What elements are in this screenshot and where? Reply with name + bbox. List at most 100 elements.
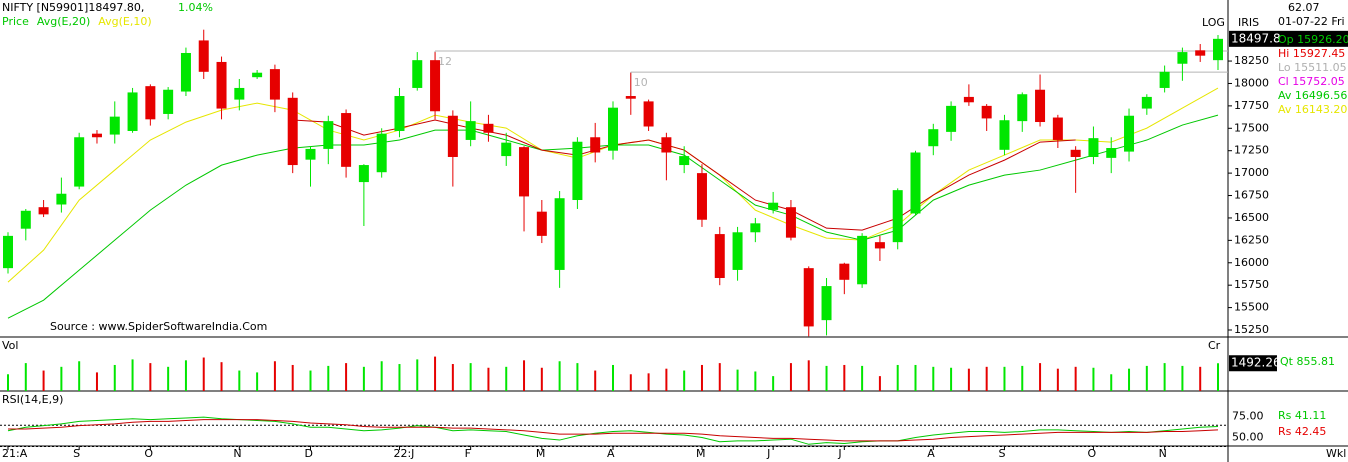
candle-body bbox=[20, 210, 31, 229]
candle-body bbox=[412, 60, 423, 88]
candle-body bbox=[625, 96, 636, 99]
last-price-box bbox=[1229, 30, 1348, 47]
candle-body bbox=[874, 242, 885, 249]
source: Source : www.SpiderSoftwareIndia.Com bbox=[50, 320, 267, 333]
candle-body bbox=[1159, 71, 1170, 88]
candle-body bbox=[1052, 117, 1063, 140]
candle-body bbox=[1141, 96, 1152, 109]
volume-info: Qt 855.81 bbox=[1280, 355, 1335, 368]
y-tick-label: 16750 bbox=[1234, 189, 1269, 202]
candle-body bbox=[857, 235, 868, 285]
candle-body bbox=[145, 86, 156, 120]
y-tick-label: 17250 bbox=[1234, 144, 1269, 157]
candle-body bbox=[910, 152, 921, 214]
x-tick-label: J bbox=[837, 447, 841, 460]
candle-body bbox=[981, 105, 992, 119]
y-tick-label: 17500 bbox=[1234, 121, 1269, 134]
candle-body bbox=[946, 105, 957, 132]
candle-body bbox=[679, 156, 690, 166]
candle-body bbox=[1213, 38, 1223, 61]
candle-body bbox=[554, 198, 565, 270]
candle-body bbox=[180, 52, 191, 92]
level-label: 10 bbox=[634, 76, 648, 89]
level-label: 12 bbox=[438, 55, 452, 68]
candle-body bbox=[714, 234, 725, 279]
x-tick-label: D bbox=[305, 447, 313, 460]
candle-body bbox=[661, 137, 672, 153]
candle-body bbox=[963, 96, 974, 103]
candle-body bbox=[109, 116, 120, 135]
legend-entry: Price bbox=[2, 15, 29, 28]
candle-body bbox=[1070, 149, 1081, 157]
candle-body bbox=[608, 107, 618, 151]
x-tick-label: A bbox=[607, 447, 615, 460]
candle-body bbox=[341, 113, 352, 167]
candle-body bbox=[839, 263, 850, 280]
candle-body bbox=[1088, 138, 1099, 157]
y-tick-label: 15250 bbox=[1234, 323, 1269, 336]
x-tick-label: F bbox=[465, 447, 471, 460]
candle-body bbox=[892, 190, 903, 243]
candle-body bbox=[198, 40, 209, 72]
candle-body bbox=[768, 202, 779, 210]
rsi-line bbox=[8, 419, 1219, 442]
info-row: Av 16143.20 bbox=[1278, 103, 1347, 116]
candle-body bbox=[785, 207, 796, 238]
candle-body bbox=[696, 173, 707, 220]
x-tick-label: O bbox=[1087, 447, 1096, 460]
rsi-info: Rs 42.45 bbox=[1278, 425, 1326, 438]
candle-body bbox=[572, 141, 583, 201]
info-row: Hi 15927.45 bbox=[1278, 47, 1345, 60]
candle-body bbox=[376, 133, 387, 173]
y-tick-label: 18000 bbox=[1234, 76, 1269, 89]
scale-label: LOG bbox=[1202, 16, 1225, 29]
y-tick-label: 18250 bbox=[1234, 54, 1269, 67]
candle-body bbox=[1106, 148, 1117, 158]
x-tick-label: M bbox=[696, 447, 706, 460]
volume-unit: Cr bbox=[1208, 339, 1221, 352]
x-tick-label: O bbox=[144, 447, 153, 460]
chart-title: NIFTY [N59901]18497.80, bbox=[2, 1, 144, 14]
y-tick-label: 16500 bbox=[1234, 211, 1269, 224]
x-tick-label: S bbox=[998, 447, 1005, 460]
info-row: Lo 15511.05 bbox=[1278, 61, 1347, 74]
candle-body bbox=[430, 60, 441, 112]
candle-body bbox=[127, 92, 138, 131]
rsi-tick-label: 75.00 bbox=[1232, 409, 1264, 422]
candle-body bbox=[3, 235, 13, 269]
info-row: Op 15926.20 bbox=[1278, 33, 1348, 46]
y-tick-label: 16000 bbox=[1234, 256, 1269, 269]
x-tick-label: S bbox=[73, 447, 80, 460]
candle-body bbox=[1124, 115, 1135, 152]
indicator-name: IRIS bbox=[1238, 16, 1259, 29]
candle-body bbox=[732, 232, 743, 270]
volume-title: Vol bbox=[2, 339, 18, 352]
candle-body bbox=[74, 137, 85, 187]
x-tick-label: 22:J bbox=[393, 447, 414, 460]
candle-body bbox=[91, 133, 102, 138]
rsi-title: RSI(14,E,9) bbox=[2, 393, 63, 406]
x-tick-label: A bbox=[927, 447, 935, 460]
candle-body bbox=[56, 193, 67, 205]
x-tick-label: J bbox=[766, 447, 770, 460]
y-tick-label: 16250 bbox=[1234, 233, 1269, 246]
x-tick-label: 21:A bbox=[2, 447, 28, 460]
candle-body bbox=[590, 137, 601, 153]
rsi-line bbox=[7, 416, 1219, 445]
x-tick-label: N bbox=[233, 447, 241, 460]
y-tick-label: 15500 bbox=[1234, 301, 1269, 314]
candle-body bbox=[234, 87, 245, 100]
candle-body bbox=[465, 121, 476, 140]
candle-body bbox=[501, 142, 512, 157]
last-volume-box bbox=[1229, 355, 1277, 372]
info-row: Cl 15752.05 bbox=[1278, 75, 1345, 88]
rsi-info: Rs 41.11 bbox=[1278, 409, 1326, 422]
legend-entry: Avg(E,10) bbox=[98, 15, 151, 28]
candle-body bbox=[821, 286, 832, 321]
candle-body bbox=[750, 223, 761, 233]
candle-body bbox=[803, 268, 814, 327]
x-tick-label: N bbox=[1159, 447, 1167, 460]
candle-body bbox=[287, 97, 298, 166]
corner-value: 62.07 bbox=[1288, 1, 1320, 14]
